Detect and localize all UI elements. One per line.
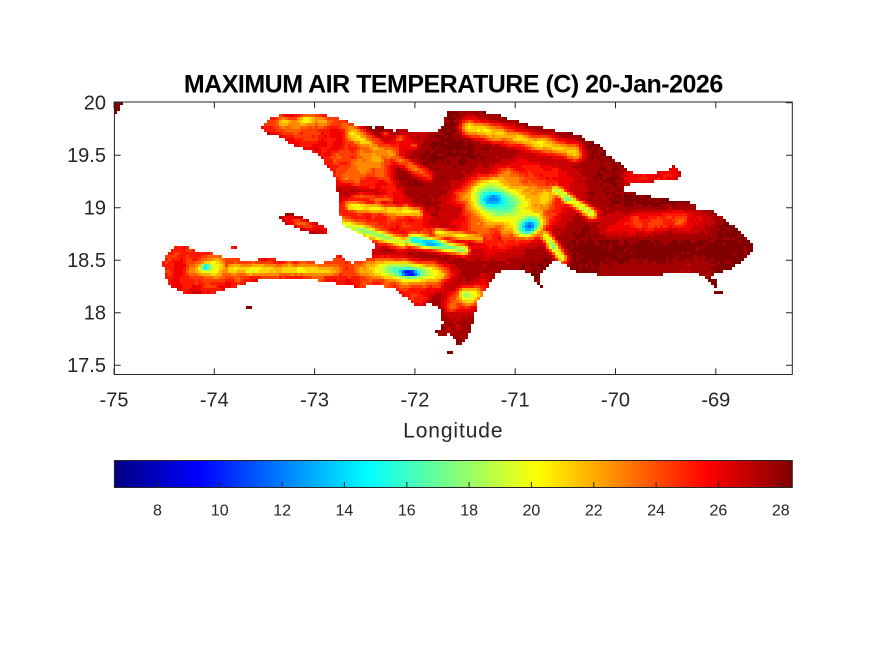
svg-text:-72: -72 (400, 390, 429, 412)
svg-text:-75: -75 (100, 390, 129, 412)
svg-text:-73: -73 (300, 390, 329, 412)
svg-text:17.5: 17.5 (67, 355, 106, 377)
svg-text:12: 12 (273, 502, 291, 519)
svg-text:8: 8 (153, 502, 162, 519)
svg-text:28: 28 (772, 502, 790, 519)
svg-text:-74: -74 (200, 390, 229, 412)
svg-text:20: 20 (523, 502, 541, 519)
svg-text:19.5: 19.5 (67, 145, 106, 167)
svg-text:18: 18 (460, 502, 478, 519)
svg-text:18.5: 18.5 (67, 250, 106, 272)
svg-text:MAXIMUM AIR TEMPERATURE (C) 20: MAXIMUM AIR TEMPERATURE (C) 20-Jan-2026 (184, 71, 723, 99)
svg-text:-71: -71 (501, 390, 530, 412)
svg-text:-70: -70 (601, 390, 630, 412)
svg-text:26: 26 (710, 502, 728, 519)
svg-text:-69: -69 (701, 390, 730, 412)
svg-text:18: 18 (84, 303, 106, 325)
svg-text:19: 19 (84, 198, 106, 220)
svg-text:10: 10 (211, 502, 229, 519)
svg-text:22: 22 (585, 502, 603, 519)
svg-text:24: 24 (647, 502, 665, 519)
svg-text:20: 20 (84, 93, 106, 115)
svg-text:14: 14 (336, 502, 354, 519)
svg-text:Longitude: Longitude (403, 420, 503, 443)
svg-text:16: 16 (398, 502, 416, 519)
